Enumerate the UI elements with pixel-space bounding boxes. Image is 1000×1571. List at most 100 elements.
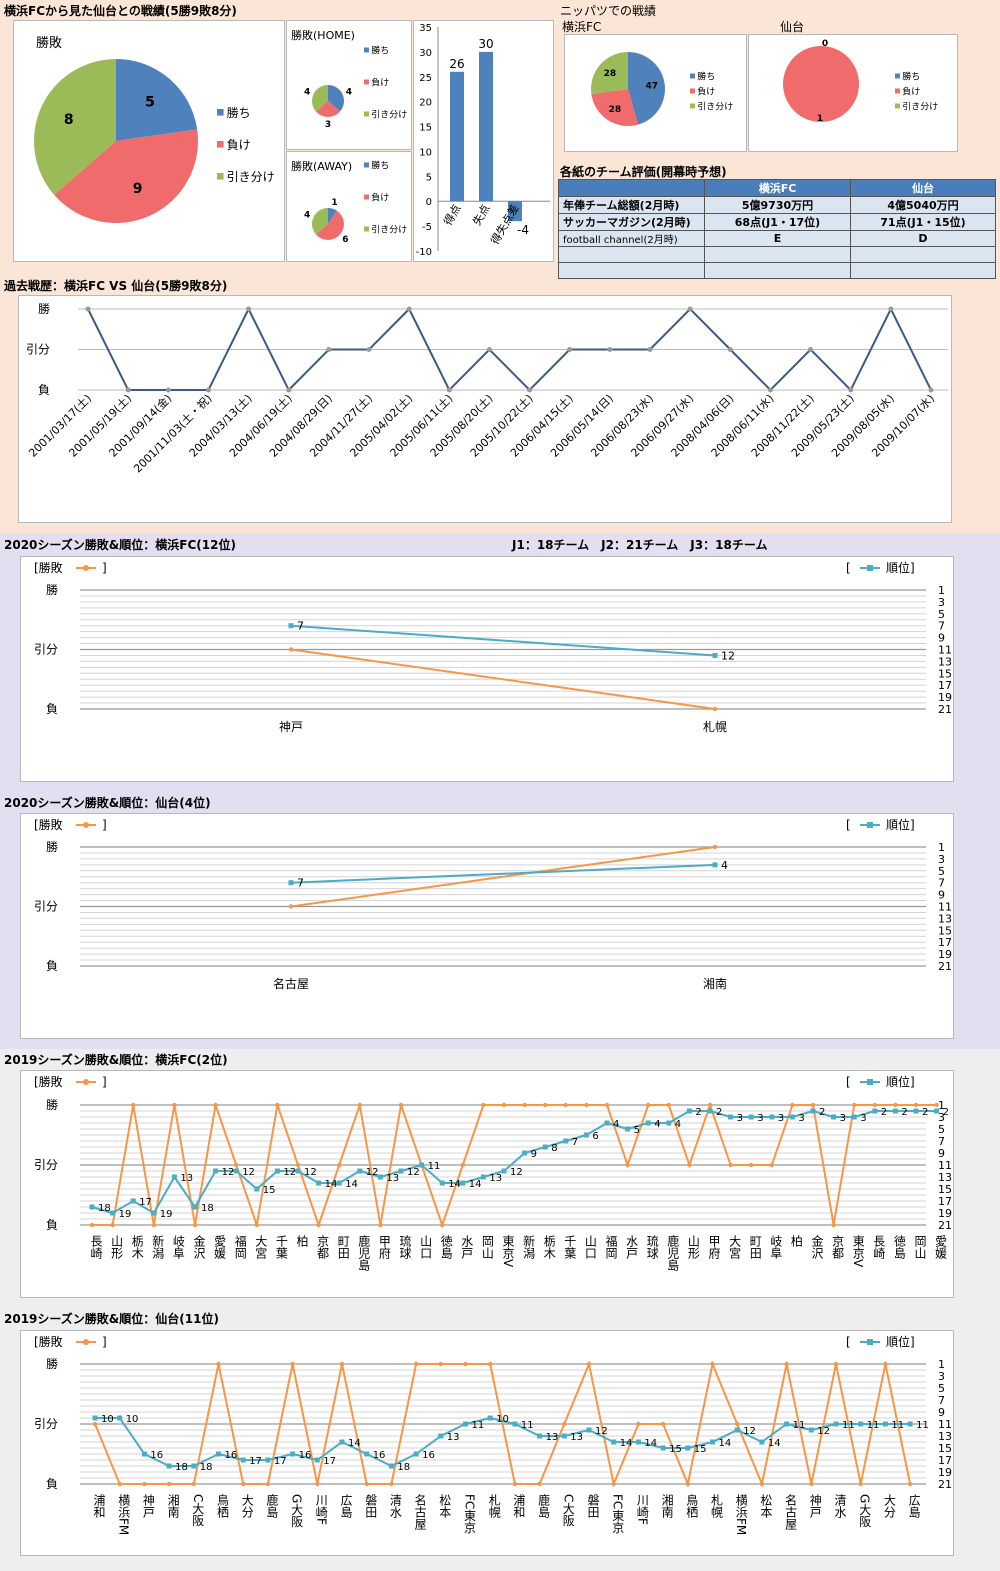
season-result-line [92,1101,937,1229]
season-rank-point [934,1108,940,1114]
history-point [85,306,91,312]
season-result-point [151,1222,156,1228]
eval-cell: 4億5040万円 [850,196,996,214]
eval-row: サッカーマガジン(2月時) 68点(J1・17位) 71点(J1・15位) [558,213,996,231]
season-rank-point [583,1132,589,1138]
season-rank-label: 2 [819,1107,825,1118]
h2h-home-legend-swatch [364,47,369,53]
season-rank-label: 2 [943,1107,949,1118]
season-result-point [666,1102,671,1108]
season-rank-label: 18 [175,1462,188,1473]
h2h-bar-ytick: -10 [416,247,432,258]
season-rank-point [907,1421,913,1427]
season-rank-label: 4 [613,1119,619,1130]
season-legend-rank-label: 順位] [886,1334,915,1349]
season-rank-point [240,1457,246,1463]
season-rank-tick: 19 [938,1466,952,1479]
nippatsu-a-legend-label: 勝ち [697,70,715,82]
history-point [446,387,452,393]
season-result-point [89,1222,95,1228]
nippatsu-a-legend-label: 負け [697,85,715,97]
season-rank-label: 13 [546,1432,559,1443]
season-rank-tick: 15 [938,667,952,680]
season-result-point [562,1421,567,1427]
season-result-point [790,1102,795,1108]
season-legend-result-marker [83,822,89,828]
season-category: 甲府 [707,1235,721,1259]
history-point [165,387,171,393]
season-ylabel: 引分 [34,1417,58,1431]
season-rank-tick: 7 [938,1394,945,1407]
nippatsu-b-slice-label: 0 [822,39,828,49]
season-category: 大宮 [254,1235,268,1259]
season-rank-point [254,1186,260,1192]
season-ylabel: 負 [46,1477,58,1491]
season-ylabel: 勝 [46,839,58,854]
season-rank-point [858,1421,864,1427]
season-rank-label: 11 [428,1161,441,1172]
eval-row [558,246,996,263]
season-legend-result-marker [83,565,89,571]
season-category: 岡山 [480,1235,494,1259]
season-category: 京都 [831,1235,845,1259]
season-category: 名古屋 [784,1493,798,1531]
season-rank-point [216,1451,221,1457]
season-category: 湘南 [166,1493,180,1518]
season-result-point [537,1481,542,1487]
season-category: 鳥栖 [216,1493,230,1518]
season-rank-point [784,1421,790,1427]
season-rank-label: 14 [345,1179,358,1190]
history-ylabel: 勝 [38,301,50,316]
season-result-point [872,1102,877,1108]
season-result-point [636,1421,641,1427]
season-category: 磐田 [586,1494,600,1518]
season-legend-result-label: [勝敗 [34,1334,63,1349]
h2h-main-slice [116,59,198,141]
season-rank-label: 4 [675,1119,681,1130]
history-point [567,347,573,352]
season-result-point [413,1361,419,1367]
eval-row: football channel(2月時) E D [558,230,996,247]
season-legend-bracket: ] [102,561,107,575]
h2h-bar-value: 30 [478,37,493,51]
season-rank-point [710,1439,715,1445]
season-rank-label: 19 [119,1209,132,1220]
season-category: FC東京 [463,1494,477,1534]
h2h-bar-value: -4 [517,223,529,237]
season-rank-point [542,1144,548,1150]
h2h-bar [479,51,493,202]
season-category: 松本 [759,1494,773,1519]
season-result-point [463,1361,468,1367]
season-rank-label: 12 [242,1167,255,1178]
season-rank-tick: 15 [938,924,952,937]
season-rank-tick: 13 [938,655,952,668]
season-rank-tick: 1 [938,1099,945,1112]
history-point [888,306,894,312]
history-point [486,347,492,352]
season-category: 町田 [748,1235,762,1259]
history-point [286,387,292,393]
eval-cell: 年俸チーム総額(2月時) [558,196,705,214]
h2h-bar-ytick: 20 [419,98,432,109]
season-category: 福岡 [604,1234,618,1259]
h2h-home-slice [328,85,344,112]
nippatsu-a-slice [591,52,628,95]
eval-table: 横浜FC 仙台 年俸チーム総額(2月時) 5億9730万円 4億5040万円 サッカー… [558,179,996,279]
h2h-bar-category: 得点 [441,202,463,228]
season-result-point [728,1162,733,1168]
season-category: 大宮 [728,1235,742,1259]
season-rank-line [95,1416,911,1468]
season-result-point [586,1361,592,1367]
eval-row [558,262,996,279]
season-legend-rank-marker [867,822,873,828]
season-rank-tick: 9 [938,632,945,645]
season-category: 川崎F [314,1494,328,1525]
season-rank-label: 7 [572,1137,578,1148]
eval-title: 各紙のチーム評価(開幕時予想) [560,165,727,179]
h2h-bar-ytick: 10 [419,147,432,158]
nippatsu-b-legend-label: 負け [902,85,920,97]
eval-cell: 5億9730万円 [704,196,851,214]
season-rank-point [438,1433,444,1439]
season-legend-bracket: ] [102,818,107,832]
